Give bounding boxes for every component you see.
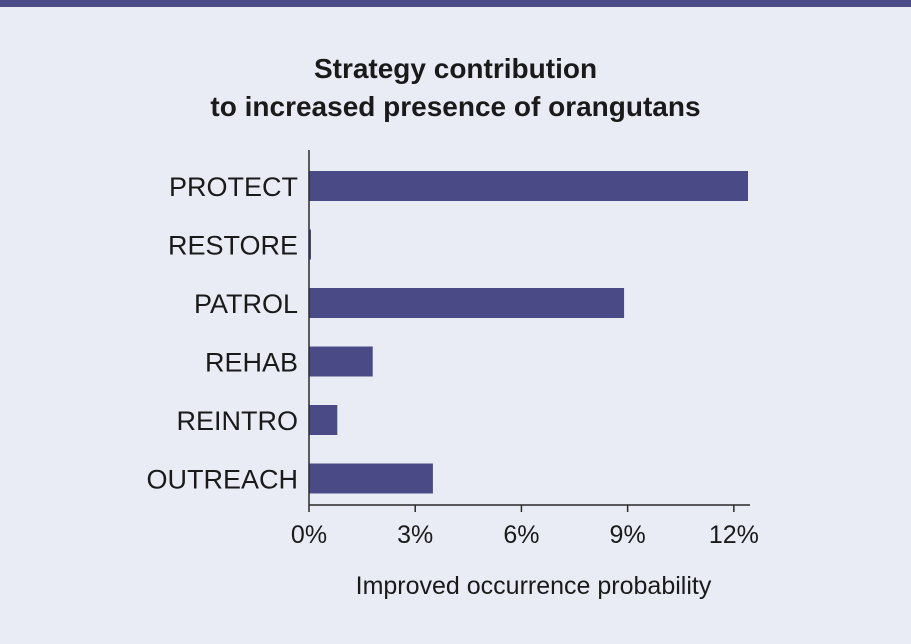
x-axis-label: Improved occurrence probability <box>356 572 712 600</box>
category-label: REHAB <box>205 348 298 378</box>
chart-title-line-2: to increased presence of orangutans <box>210 91 701 122</box>
category-label: PATROL <box>194 289 298 319</box>
bar-reintro <box>309 405 338 435</box>
top-rule <box>0 0 911 7</box>
bar-rehab <box>309 346 373 377</box>
bar-patrol <box>309 288 625 318</box>
x-tick-label: 6% <box>503 521 539 549</box>
category-label: RESTORE <box>168 231 298 261</box>
x-tick-label: 12% <box>709 521 759 549</box>
x-tick-label: 9% <box>610 521 646 549</box>
bar-protect <box>309 171 748 201</box>
chart-title: Strategy contribution to increased prese… <box>0 50 911 126</box>
x-tick-label: 0% <box>291 521 327 549</box>
category-label: REINTRO <box>177 406 299 436</box>
bar-restore <box>309 229 311 260</box>
category-label: OUTREACH <box>146 465 298 495</box>
chart-title-line-1: Strategy contribution <box>313 53 598 84</box>
bar-outreach <box>309 463 433 494</box>
x-tick-label: 3% <box>397 521 433 549</box>
category-label: PROTECT <box>169 172 298 202</box>
